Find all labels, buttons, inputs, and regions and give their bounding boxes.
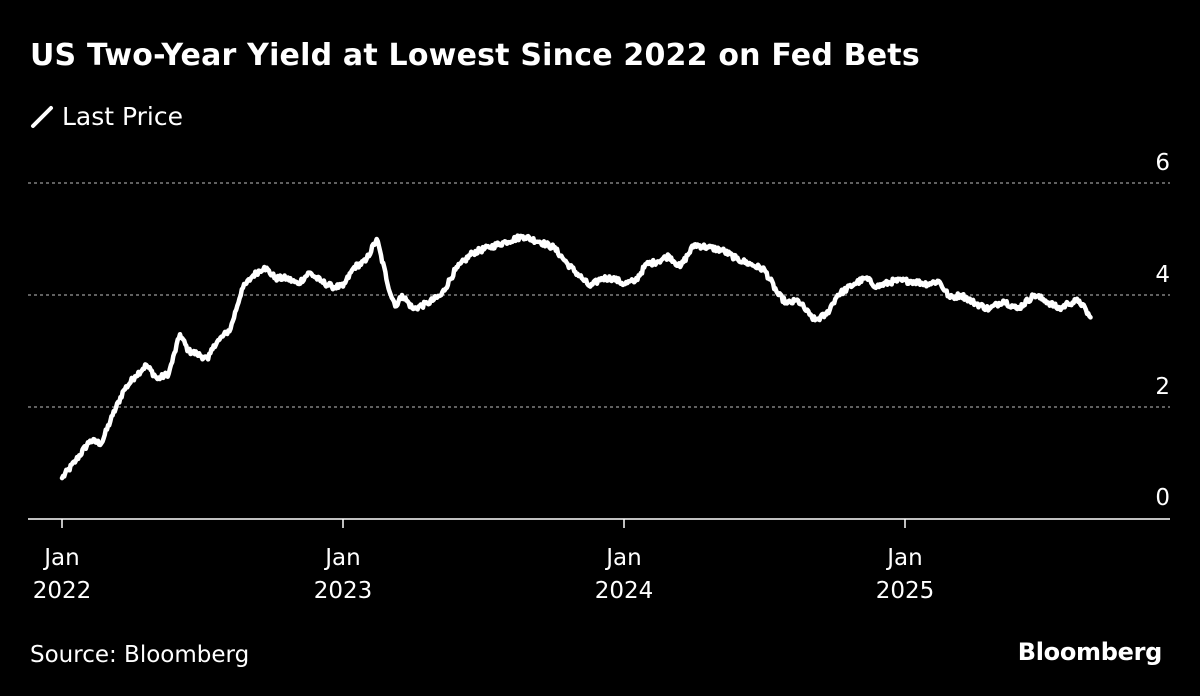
legend-line-icon <box>30 105 54 129</box>
series-line-last-price <box>59 233 1093 481</box>
x-tick-label-year: 2023 <box>314 578 373 604</box>
y-tick-label: 2 <box>1155 374 1170 400</box>
source-note: Source: Bloomberg <box>30 642 250 668</box>
bloomberg-logo: Bloomberg <box>1017 638 1163 666</box>
x-tick-label-month: Jan <box>604 545 641 571</box>
x-tick-label-month: Jan <box>323 545 360 571</box>
legend-label: Last Price <box>62 102 184 131</box>
y-tick-label: 6 <box>1155 150 1170 176</box>
x-tick-label-month: Jan <box>885 545 922 571</box>
x-tick-label-month: Jan <box>42 545 79 571</box>
x-tick-label-year: 2022 <box>33 578 92 604</box>
y-tick-label: 0 <box>1155 485 1170 511</box>
x-tick-label-year: 2025 <box>876 578 935 604</box>
chart-title: US Two-Year Yield at Lowest Since 2022 o… <box>30 38 920 73</box>
y-tick-label: 4 <box>1155 262 1170 288</box>
x-tick-label-year: 2024 <box>595 578 654 604</box>
legend: Last Price <box>30 102 183 131</box>
